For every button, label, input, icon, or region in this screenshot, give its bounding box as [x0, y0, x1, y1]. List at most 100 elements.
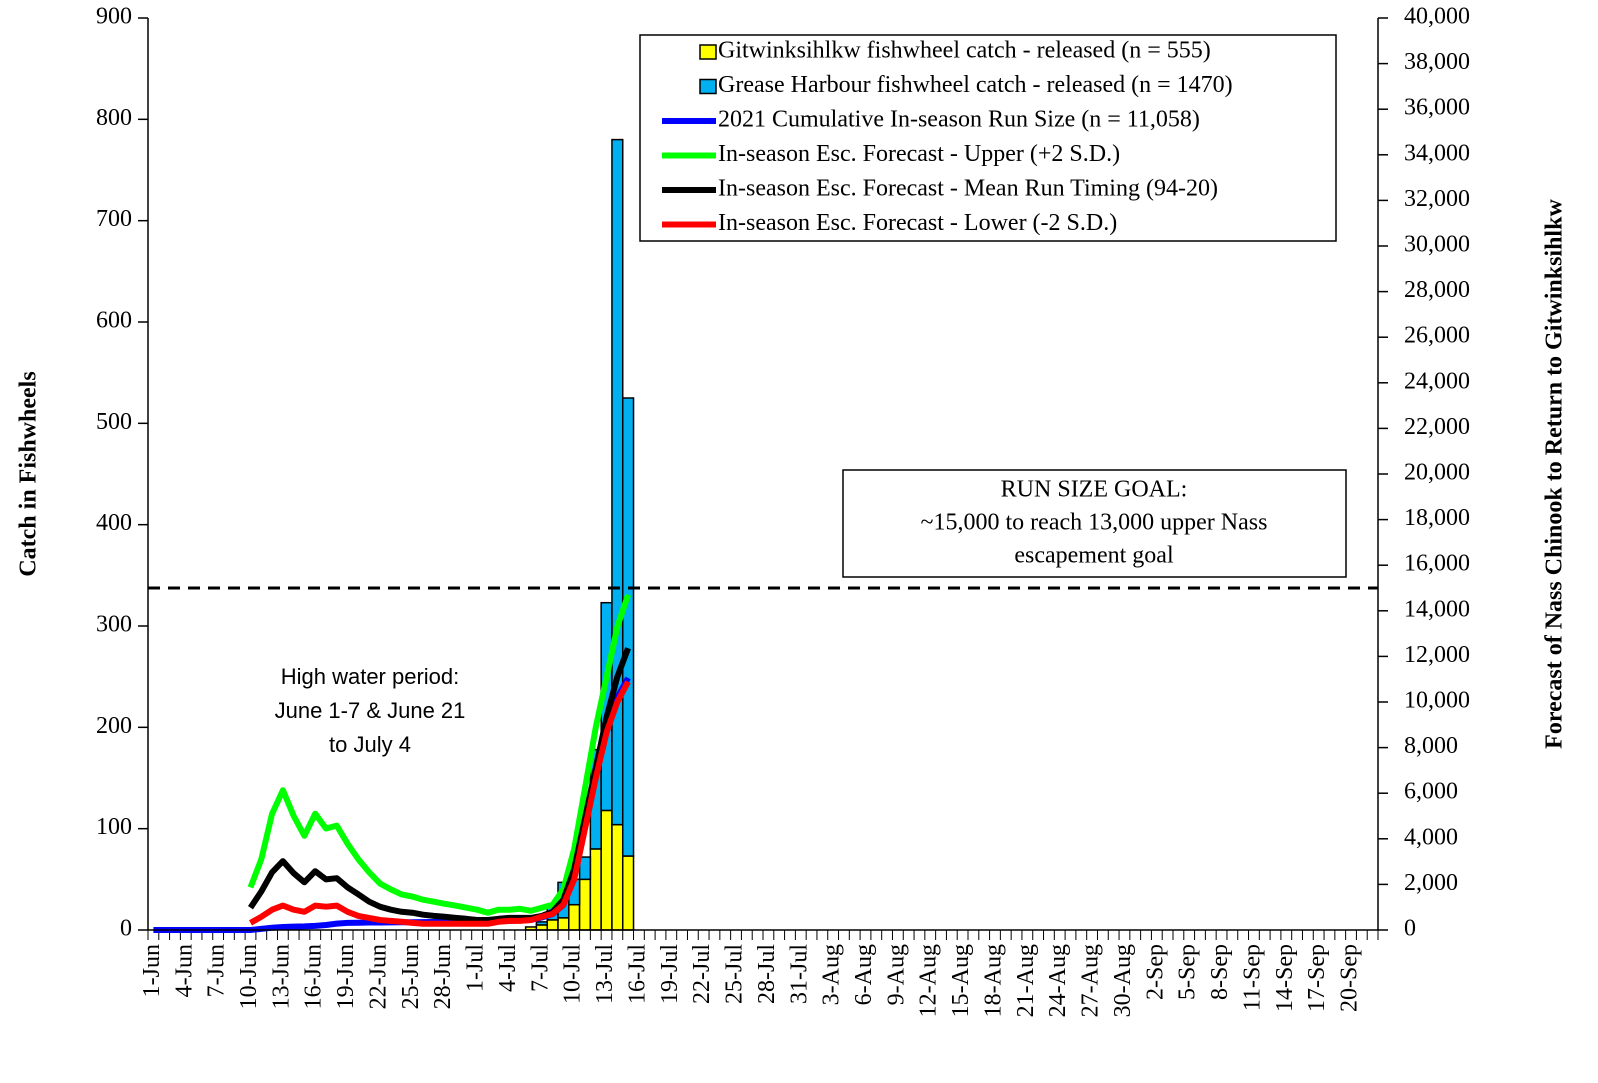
x-tick-label: 12-Aug	[916, 944, 942, 1017]
y2-tick-label: 6,000	[1404, 779, 1458, 805]
x-tick-label: 22-Jun	[365, 944, 391, 1009]
x-tick-label: 6-Aug	[851, 944, 877, 1005]
y2-tick-label: 28,000	[1404, 277, 1470, 303]
x-tick-label: 30-Aug	[1110, 944, 1136, 1017]
x-tick-label: 27-Aug	[1078, 944, 1104, 1017]
legend-label: In-season Esc. Forecast - Lower (-2 S.D.…	[718, 210, 1117, 236]
y-tick-label: 200	[96, 713, 132, 739]
y2-tick-label: 14,000	[1404, 596, 1470, 622]
x-tick-label: 25-Jun	[398, 944, 424, 1009]
y2-tick-label: 10,000	[1404, 688, 1470, 714]
x-tick-label: 21-Aug	[1013, 944, 1039, 1017]
line	[247, 593, 631, 916]
y2-tick-label: 2,000	[1404, 870, 1458, 896]
y2-tick-label: 30,000	[1404, 232, 1470, 258]
y-tick-label: 500	[96, 409, 132, 435]
x-tick-label: 25-Jul	[722, 944, 748, 1004]
x-tick-label: 11-Sep	[1239, 944, 1265, 1011]
y-tick-label: 100	[96, 814, 132, 840]
x-tick-label: 31-Jul	[786, 944, 812, 1004]
legend-label: In-season Esc. Forecast - Upper (+2 S.D.…	[718, 141, 1120, 167]
y-tick-label: 700	[96, 206, 132, 232]
goal-text: RUN SIZE GOAL:	[1001, 477, 1188, 503]
bar	[546, 919, 559, 931]
x-tick-label: 13-Jun	[268, 944, 294, 1009]
x-tick-label: 28-Jun	[430, 944, 456, 1009]
bar	[611, 823, 624, 931]
bar	[568, 903, 581, 931]
legend-swatch	[699, 78, 717, 95]
y2-tick-label: 16,000	[1404, 551, 1470, 577]
y-tick-label: 400	[96, 510, 132, 536]
bar	[535, 921, 548, 926]
y2-tick-label: 20,000	[1404, 460, 1470, 486]
goal-text: ~15,000 to reach 13,000 upper Nass	[921, 510, 1268, 536]
annotation: High water period:	[281, 664, 460, 689]
x-tick-label: 3-Aug	[819, 944, 845, 1005]
x-tick-label: 10-Jul	[560, 944, 586, 1004]
x-tick-label: 5-Sep	[1175, 944, 1201, 1000]
bar	[600, 809, 613, 931]
goal-text: escapement goal	[1014, 543, 1174, 569]
legend-label: In-season Esc. Forecast - Mean Run Timin…	[718, 176, 1218, 202]
y-tick-label: 900	[96, 4, 132, 30]
x-tick-label: 13-Jul	[592, 944, 618, 1004]
x-tick-label: 10-Jun	[236, 944, 262, 1009]
x-tick-label: 2-Sep	[1142, 944, 1168, 1000]
x-tick-label: 1-Jul	[463, 944, 489, 992]
x-tick-label: 22-Jul	[689, 944, 715, 1004]
annotation: to July 4	[329, 732, 411, 757]
y2-tick-label: 22,000	[1404, 414, 1470, 440]
bar	[557, 917, 570, 931]
x-tick-label: 1-Jun	[139, 944, 165, 997]
y2-tick-label: 38,000	[1404, 49, 1470, 75]
x-tick-label: 17-Sep	[1304, 944, 1330, 1012]
y2-tick-label: 36,000	[1404, 95, 1470, 121]
bar	[589, 848, 602, 931]
legend-label: 2021 Cumulative In-season Run Size (n = …	[718, 107, 1200, 133]
y2-tick-label: 40,000	[1404, 4, 1470, 30]
y2-tick-label: 24,000	[1404, 368, 1470, 394]
x-tick-label: 19-Jul	[657, 944, 683, 1004]
bar	[535, 924, 548, 931]
y2-tick-label: 4,000	[1404, 824, 1458, 850]
x-tick-label: 14-Sep	[1272, 944, 1298, 1012]
x-tick-label: 7-Jun	[204, 944, 230, 997]
y2-tick-label: 0	[1404, 916, 1416, 942]
legend-label: Gitwinksihlkw fishwheel catch - released…	[718, 38, 1211, 64]
bar	[578, 878, 592, 931]
y2-axis-title: Forecast of Nass Chinook to Return to Gi…	[1542, 199, 1568, 749]
x-tick-label: 16-Jun	[301, 944, 327, 1009]
y2-tick-label: 32,000	[1404, 186, 1470, 212]
legend-swatch	[699, 44, 717, 60]
x-tick-label: 16-Jul	[624, 944, 650, 1004]
bar	[621, 855, 635, 931]
y-axis-title: Catch in Fishwheels	[16, 371, 42, 576]
y2-tick-label: 34,000	[1404, 140, 1470, 166]
bar	[621, 397, 635, 857]
x-tick-label: 8-Sep	[1207, 944, 1233, 1000]
x-tick-label: 4-Jun	[171, 944, 197, 997]
annotation: June 1-7 & June 21	[275, 698, 466, 723]
y2-tick-label: 8,000	[1404, 733, 1458, 759]
legend-label: Grease Harbour fishwheel catch - release…	[718, 72, 1233, 98]
x-tick-label: 15-Aug	[948, 944, 974, 1017]
y2-tick-label: 12,000	[1404, 642, 1470, 668]
x-tick-label: 18-Aug	[980, 944, 1006, 1017]
x-tick-label: 7-Jul	[527, 944, 553, 992]
x-tick-label: 20-Sep	[1337, 944, 1363, 1012]
y-tick-label: 0	[120, 916, 132, 942]
line	[249, 680, 631, 927]
x-tick-label: 28-Jul	[754, 944, 780, 1004]
y2-tick-label: 18,000	[1404, 505, 1470, 531]
y-tick-label: 300	[96, 612, 132, 638]
x-tick-label: 19-Jun	[333, 944, 359, 1009]
goal-box	[842, 469, 1347, 578]
y2-tick-label: 26,000	[1404, 323, 1470, 349]
x-tick-label: 24-Aug	[1045, 944, 1071, 1017]
legend-box	[639, 34, 1337, 242]
x-tick-label: 9-Aug	[883, 944, 909, 1005]
y-tick-label: 600	[96, 308, 132, 334]
